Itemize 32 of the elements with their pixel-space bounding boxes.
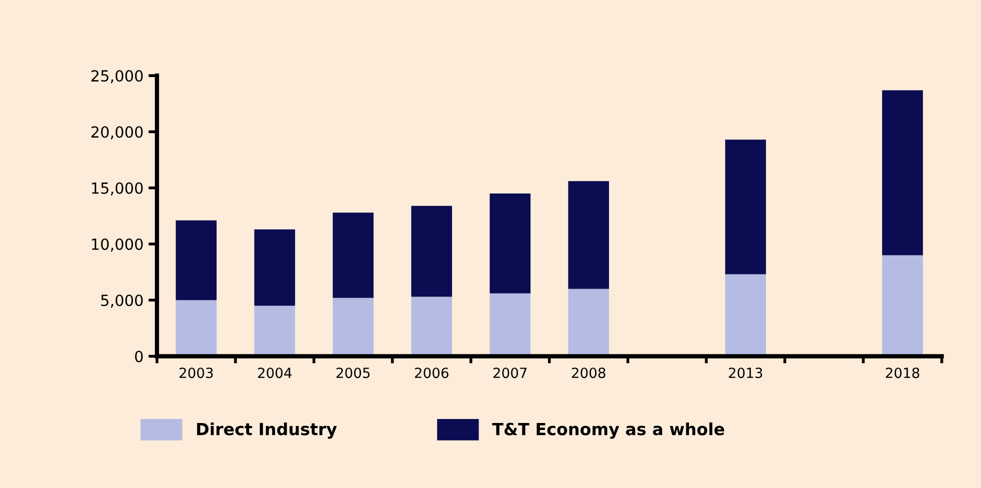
x-tick-label: 2004 [258,368,292,378]
bar [176,220,217,300]
bar [176,300,217,356]
bar [490,193,531,294]
bar [254,229,296,306]
y-tick-label: 25,000 [91,70,143,84]
y-tick-label: 5,000 [101,294,143,308]
bar [332,298,374,356]
x-tick-label: 2018 [886,368,920,378]
legend-label: T&T Economy as a whole [492,422,724,439]
x-tick-label: 2013 [728,368,762,378]
bar [490,293,531,356]
y-tick-label: 20,000 [91,126,143,140]
y-tick-label: 10,000 [92,238,143,252]
y-tick-label: 0 [135,350,143,362]
bar [725,140,766,274]
bar [411,296,452,356]
x-tick-label: 2006 [414,368,448,378]
bar [725,274,766,356]
x-tick-label: 2003 [180,368,213,378]
bar [568,288,610,356]
bar [568,181,610,289]
bar [254,306,296,356]
x-tick-label: 2005 [336,368,370,378]
bar [882,255,923,356]
legend-label: Direct Industry [197,422,337,439]
x-tick-label: 2007 [493,368,527,378]
bar [882,90,923,256]
y-tick-label: 15,000 [92,182,143,196]
x-tick-label: 2008 [572,368,606,378]
bar [411,206,452,297]
bar [332,212,374,298]
